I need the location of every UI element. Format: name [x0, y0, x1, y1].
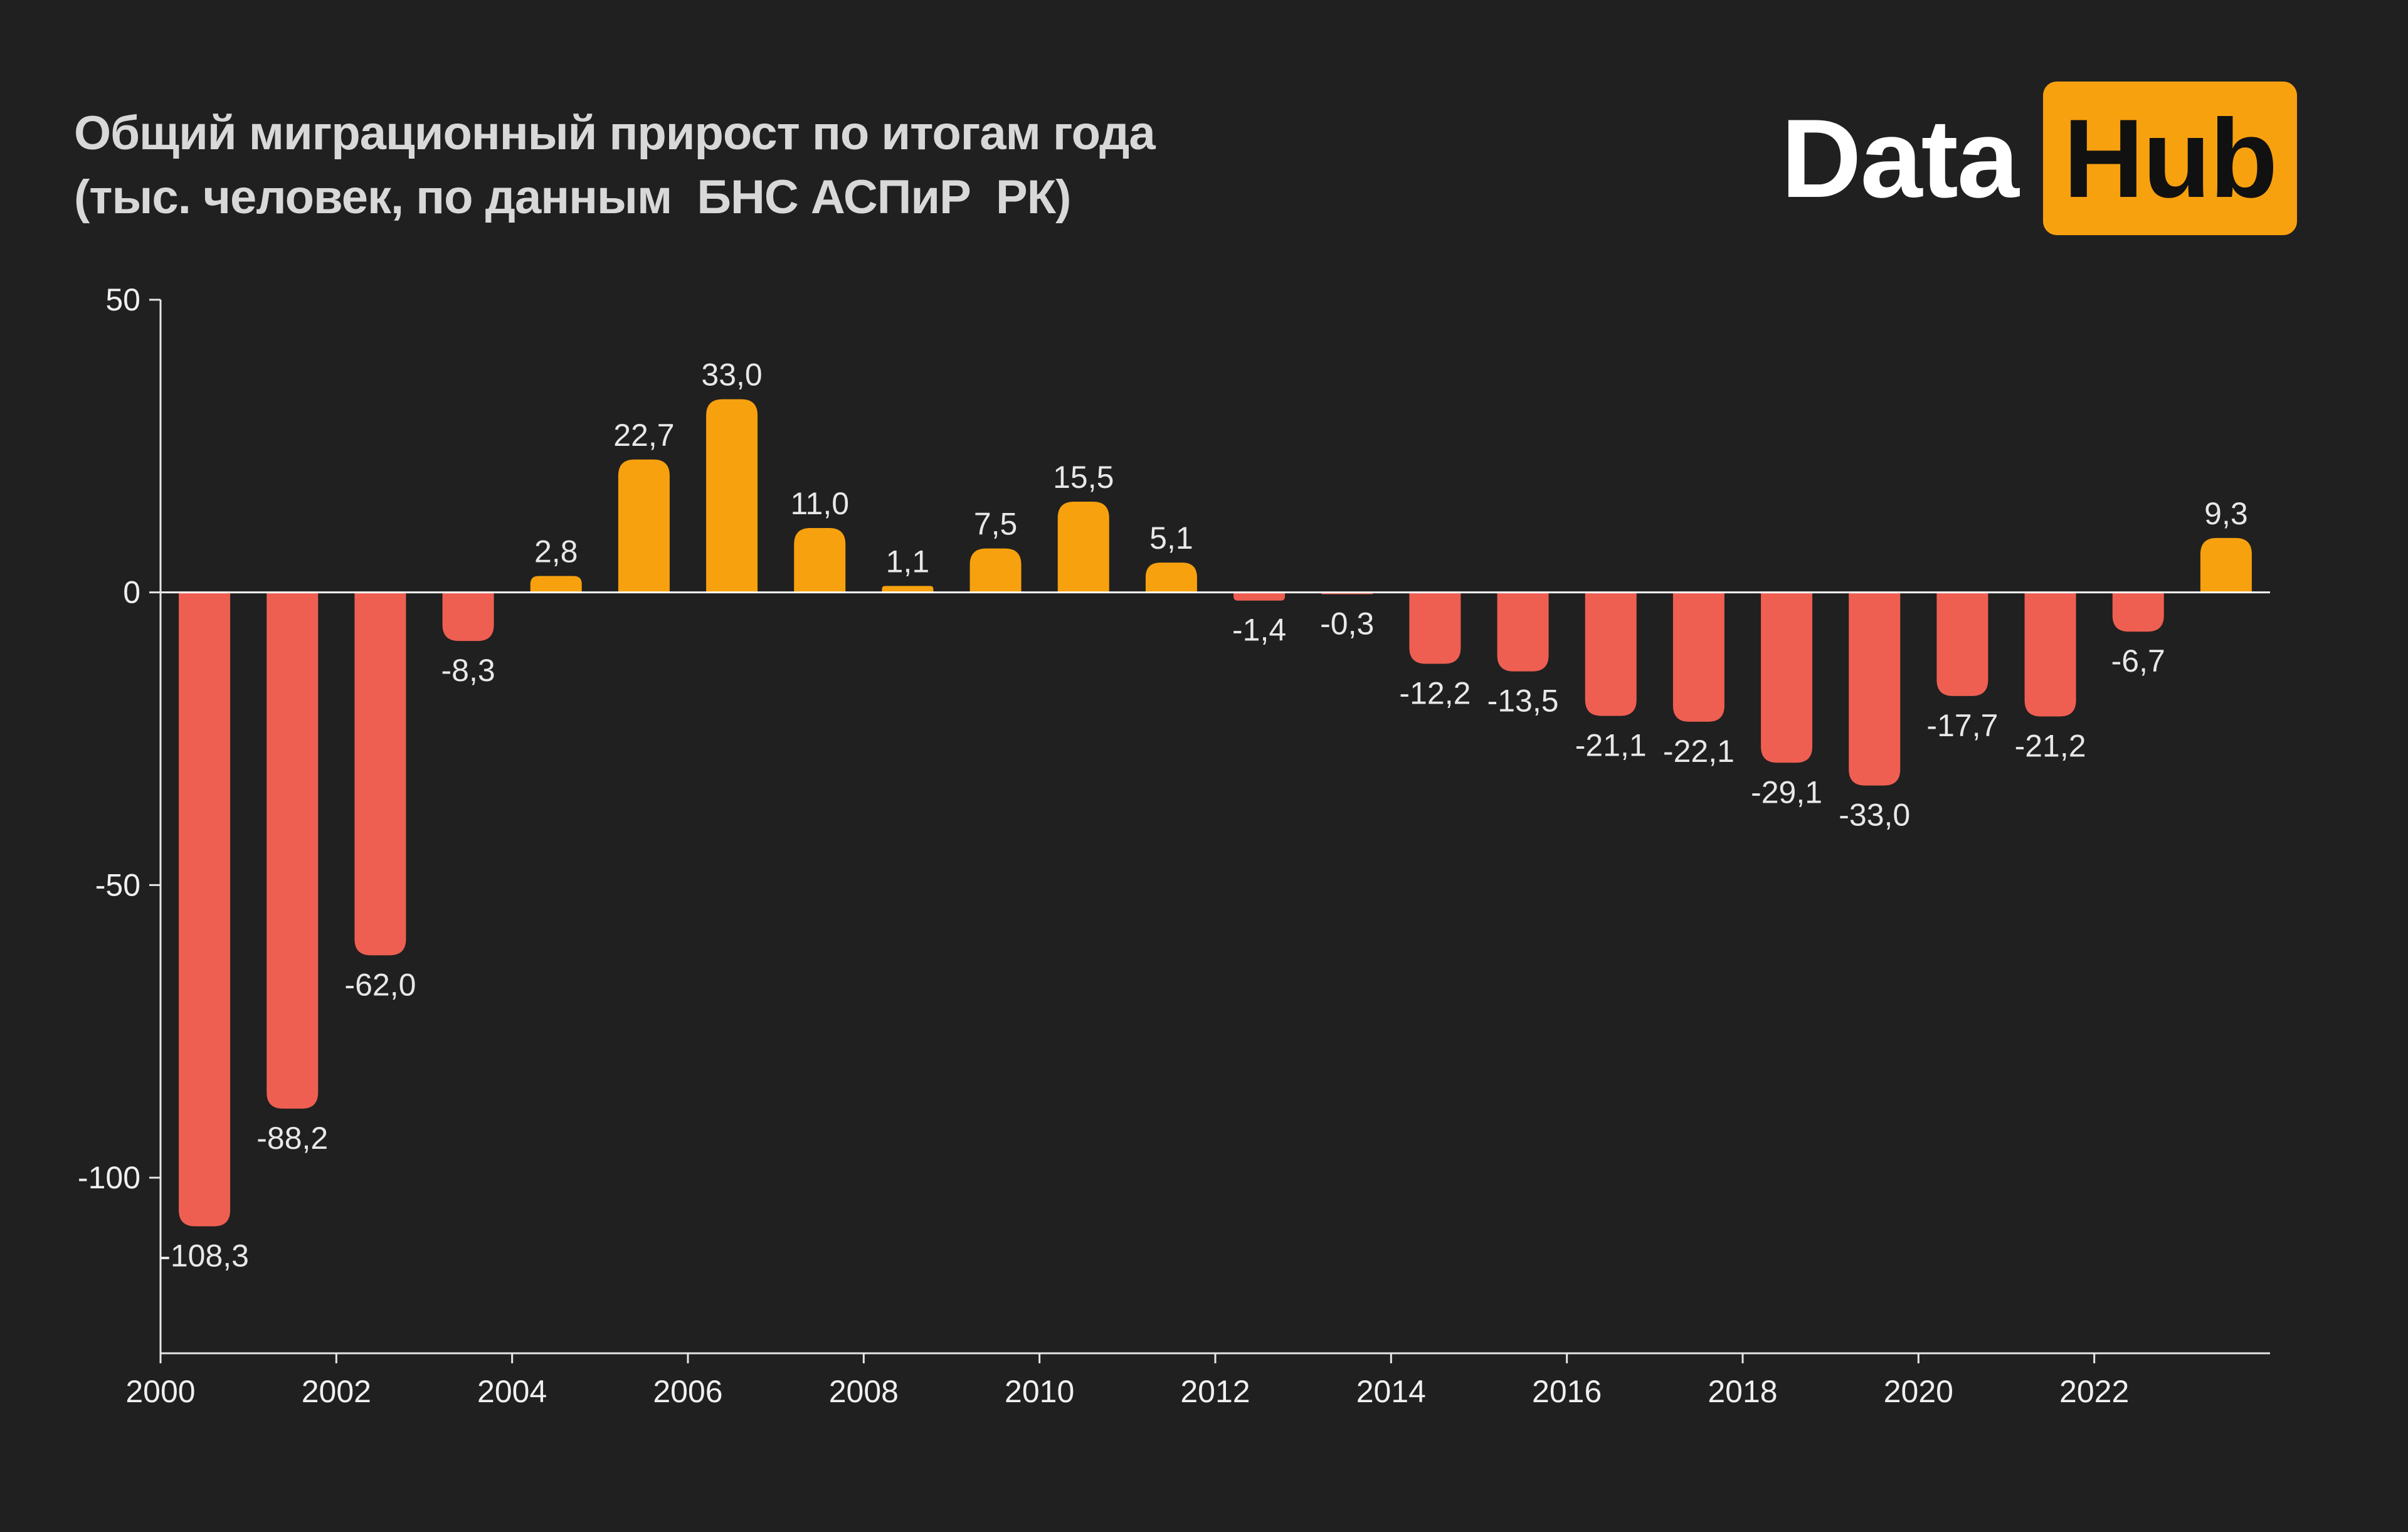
x-tick-label-2012: 2012	[1180, 1374, 1250, 1409]
bar-2010	[1057, 502, 1109, 593]
data-label-2022: -6,7	[2111, 643, 2165, 679]
x-tick-label-2004: 2004	[477, 1374, 547, 1409]
y-tick-label--100: -100	[78, 1160, 140, 1195]
data-label-2001: -88,2	[256, 1121, 328, 1156]
data-label-2021: -21,2	[2015, 729, 2086, 764]
bar-2006	[706, 399, 758, 593]
logo-text-hub: Hub	[2042, 82, 2297, 235]
bar-2022	[2112, 592, 2164, 632]
x-tick-label-2014: 2014	[1356, 1374, 1426, 1409]
data-label-2016: -21,1	[1575, 728, 1647, 763]
data-label-2018: -29,1	[1751, 774, 1822, 810]
chart-title-line-2: (тыс. человек, по данным БНС АСПиР РК)	[74, 171, 1071, 224]
data-label-2007: 11,0	[790, 486, 849, 521]
data-label-2015: -13,5	[1487, 684, 1559, 719]
logo-text-data: Data	[1781, 96, 2019, 221]
data-label-2019: -33,0	[1839, 798, 1910, 833]
bar-2005	[618, 459, 670, 593]
x-tick-label-2020: 2020	[1884, 1374, 1953, 1409]
data-label-2012: -1,4	[1232, 613, 1286, 648]
bar-2020	[1936, 592, 1988, 696]
bar-2002	[354, 592, 406, 956]
data-label-2010: 15,5	[1053, 460, 1114, 495]
bar-2012	[1233, 592, 1286, 601]
data-label-2023: 9,3	[2204, 496, 2248, 531]
data-label-2009: 7,5	[974, 507, 1018, 542]
y-tick-label--50: -50	[95, 867, 140, 902]
data-label-2013: -0,3	[1320, 606, 1374, 641]
bar-2016	[1585, 592, 1637, 716]
data-label-2014: -12,2	[1399, 676, 1471, 711]
bar-2021	[2024, 592, 2076, 717]
axes-group: 50 0 -50 -100 2000 2002 2004 2006 2008 2010 2012 20…	[78, 282, 2270, 1409]
bar-2000	[179, 592, 231, 1227]
bar-2023	[2200, 537, 2252, 593]
bar-2017	[1672, 592, 1724, 722]
data-labels-group: -108,3 -88,2 -62,0 -8,3 2,8 22,7 33,0 11,0 1,1 7,…	[160, 357, 2247, 1274]
data-label-2002: -62,0	[344, 967, 416, 1002]
data-label-2011: 5,1	[1149, 520, 1193, 556]
x-tick-label-2000: 2000	[125, 1374, 195, 1409]
bar-2009	[969, 548, 1022, 593]
bar-2011	[1145, 563, 1197, 593]
bar-2018	[1761, 592, 1813, 763]
data-label-2020: -17,7	[1926, 708, 1998, 743]
data-label-2006: 33,0	[701, 357, 762, 393]
x-tick-label-2010: 2010	[1005, 1374, 1074, 1409]
x-tick-label-2018: 2018	[1708, 1374, 1777, 1409]
bar-2007	[794, 528, 846, 593]
data-label-2008: 1,1	[886, 544, 930, 579]
bars-group	[179, 399, 2252, 1227]
bar-2019	[1849, 592, 1901, 786]
bar-2004	[530, 576, 582, 593]
bar-2008	[882, 586, 934, 593]
bar-2003	[442, 592, 494, 642]
datahub-logo: Data Hub	[1781, 82, 2297, 235]
y-tick-label-0: 0	[123, 575, 140, 610]
x-tick-label-2002: 2002	[302, 1374, 371, 1409]
x-tick-label-2008: 2008	[829, 1374, 899, 1409]
chart-title: Общий миграционный прирост по итогам год…	[74, 102, 1516, 230]
bar-2015	[1497, 592, 1549, 672]
y-tick-label-50: 50	[105, 282, 140, 317]
chart-title-line-1: Общий миграционный прирост по итогам год…	[74, 107, 1156, 160]
bar-2001	[267, 592, 319, 1109]
x-tick-label-2016: 2016	[1532, 1374, 1602, 1409]
bar-2014	[1409, 592, 1461, 664]
data-label-2017: -22,1	[1663, 734, 1735, 769]
data-label-2000: -108,3	[160, 1238, 249, 1273]
x-tick-label-2022: 2022	[2059, 1374, 2129, 1409]
data-label-2005: 22,7	[613, 418, 674, 453]
data-label-2004: 2,8	[534, 534, 578, 569]
data-label-2003: -8,3	[441, 653, 495, 688]
x-tick-label-2006: 2006	[653, 1374, 722, 1409]
